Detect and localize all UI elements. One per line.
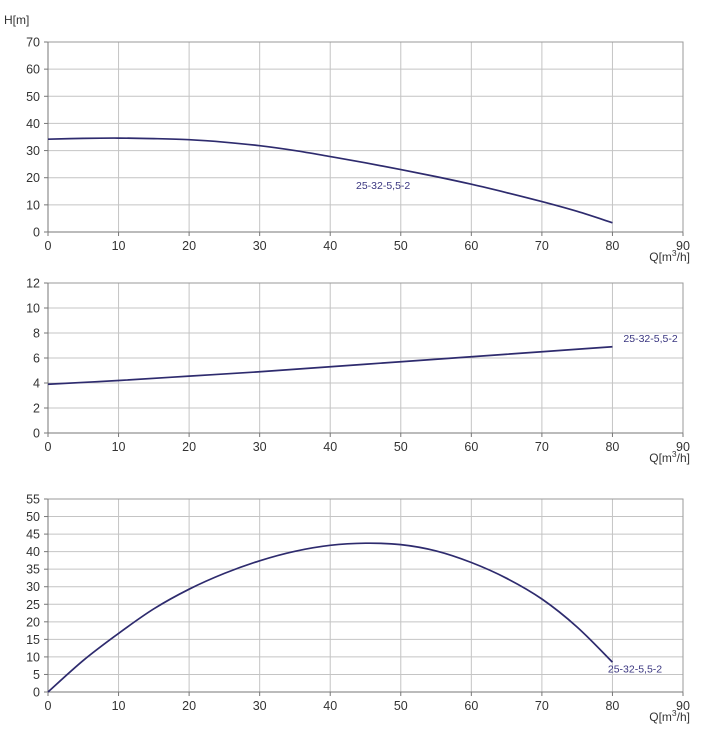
y-tick-label: 30 bbox=[26, 580, 40, 594]
y-tick-label: 25 bbox=[26, 598, 40, 612]
x-tick-label: 10 bbox=[112, 699, 126, 713]
x-tick-label: 0 bbox=[45, 239, 52, 253]
plot-frame bbox=[47, 41, 684, 233]
x-axis-title-superscript: 3 bbox=[672, 449, 677, 459]
x-axis-title-prefix: Q[m bbox=[649, 710, 672, 724]
y-tick-label: 4 bbox=[33, 377, 40, 391]
x-axis-title-suffix: /h] bbox=[677, 451, 690, 465]
y-tick-label: 0 bbox=[33, 427, 40, 441]
y-tick-label: 50 bbox=[26, 90, 40, 104]
y-tick-label: 40 bbox=[26, 545, 40, 559]
x-tick-label: 30 bbox=[253, 699, 267, 713]
series-label: 25-32-5,5-2 bbox=[623, 333, 677, 345]
series-label: 25-32-5,5-2 bbox=[608, 664, 662, 676]
x-axis-title-prefix: Q[m bbox=[649, 451, 672, 465]
x-tick-label: 70 bbox=[535, 699, 549, 713]
x-axis-title-superscript: 3 bbox=[672, 708, 677, 718]
x-tick-label: 50 bbox=[394, 440, 408, 454]
y-tick-label: 12 bbox=[26, 277, 40, 291]
x-tick-label: 90 bbox=[676, 699, 690, 713]
y-tick-label: 5 bbox=[33, 668, 40, 682]
x-axis-title-suffix: /h] bbox=[677, 710, 690, 724]
x-tick-label: 50 bbox=[394, 239, 408, 253]
y-tick-label: 15 bbox=[26, 633, 40, 647]
x-tick-label: 20 bbox=[182, 440, 196, 454]
x-tick-label: 80 bbox=[605, 239, 619, 253]
y-tick-label: 20 bbox=[26, 615, 40, 629]
x-axis-title-suffix: /h] bbox=[677, 250, 690, 264]
x-tick-label: 20 bbox=[182, 239, 196, 253]
series-curve-0 bbox=[47, 137, 613, 224]
x-axis-title-prefix: Q[m bbox=[649, 250, 672, 264]
y-tick-label: 10 bbox=[26, 198, 40, 212]
x-tick-label: 50 bbox=[394, 699, 408, 713]
y-tick-label: 8 bbox=[33, 327, 40, 341]
series-curve-0 bbox=[47, 542, 614, 693]
x-tick-label: 80 bbox=[605, 699, 619, 713]
x-tick-label: 0 bbox=[45, 440, 52, 454]
x-tick-label: 60 bbox=[464, 440, 478, 454]
y-axis-title: H[m] bbox=[4, 13, 29, 27]
y-tick-label: 20 bbox=[26, 171, 40, 185]
y-tick-label: 0 bbox=[33, 686, 40, 700]
x-tick-label: 0 bbox=[45, 699, 52, 713]
x-tick-label: 70 bbox=[535, 440, 549, 454]
x-tick-label: 10 bbox=[112, 440, 126, 454]
x-tick-label: 80 bbox=[605, 440, 619, 454]
y-tick-label: 0 bbox=[33, 226, 40, 240]
x-axis-title: Q[m3/h] bbox=[649, 708, 690, 724]
y-tick-label: 55 bbox=[26, 493, 40, 507]
y-tick-label: 6 bbox=[33, 352, 40, 366]
efficiency-chart: 0 10 20 30 40 50 60 70 80 90 0 5 10 15 20 25 30 35 40 45 50 5… bbox=[26, 493, 690, 725]
x-tick-label: 70 bbox=[535, 239, 549, 253]
x-axis-title-superscript: 3 bbox=[672, 248, 677, 258]
x-tick-label: 40 bbox=[323, 699, 337, 713]
y-tick-label: 50 bbox=[26, 510, 40, 524]
x-tick-label: 30 bbox=[253, 440, 267, 454]
x-axis-title: Q[m3/h] bbox=[649, 449, 690, 465]
power-chart: 0 10 20 30 40 50 60 70 80 90 0 2 4 6 8 10 12 Q[m3/h] 25-32… bbox=[26, 277, 690, 466]
y-tick-label: 45 bbox=[26, 528, 40, 542]
x-axis-title: Q[m3/h] bbox=[649, 248, 690, 264]
plot-frame bbox=[47, 498, 684, 693]
x-tick-label: 90 bbox=[676, 239, 690, 253]
x-tick-label: 40 bbox=[323, 239, 337, 253]
x-tick-label: 10 bbox=[112, 239, 126, 253]
y-tick-label: 35 bbox=[26, 563, 40, 577]
y-tick-label: 70 bbox=[26, 36, 40, 50]
y-tick-label: 2 bbox=[33, 402, 40, 416]
series-label: 25-32-5,5-2 bbox=[356, 180, 410, 192]
head-chart: 0 10 20 30 40 50 60 70 80 90 0 10 20 30 40 50 60 70 H[m] Q[… bbox=[4, 13, 690, 264]
x-tick-label: 60 bbox=[464, 699, 478, 713]
y-tick-label: 40 bbox=[26, 117, 40, 131]
series-curve-0 bbox=[47, 345, 613, 386]
y-tick-label: 10 bbox=[26, 302, 40, 316]
y-tick-label: 60 bbox=[26, 63, 40, 77]
x-tick-label: 20 bbox=[182, 699, 196, 713]
x-tick-label: 30 bbox=[253, 239, 267, 253]
x-tick-label: 60 bbox=[464, 239, 478, 253]
y-tick-label: 10 bbox=[26, 650, 40, 664]
x-tick-label: 90 bbox=[676, 440, 690, 454]
y-tick-label: 30 bbox=[26, 144, 40, 158]
x-tick-label: 40 bbox=[323, 440, 337, 454]
